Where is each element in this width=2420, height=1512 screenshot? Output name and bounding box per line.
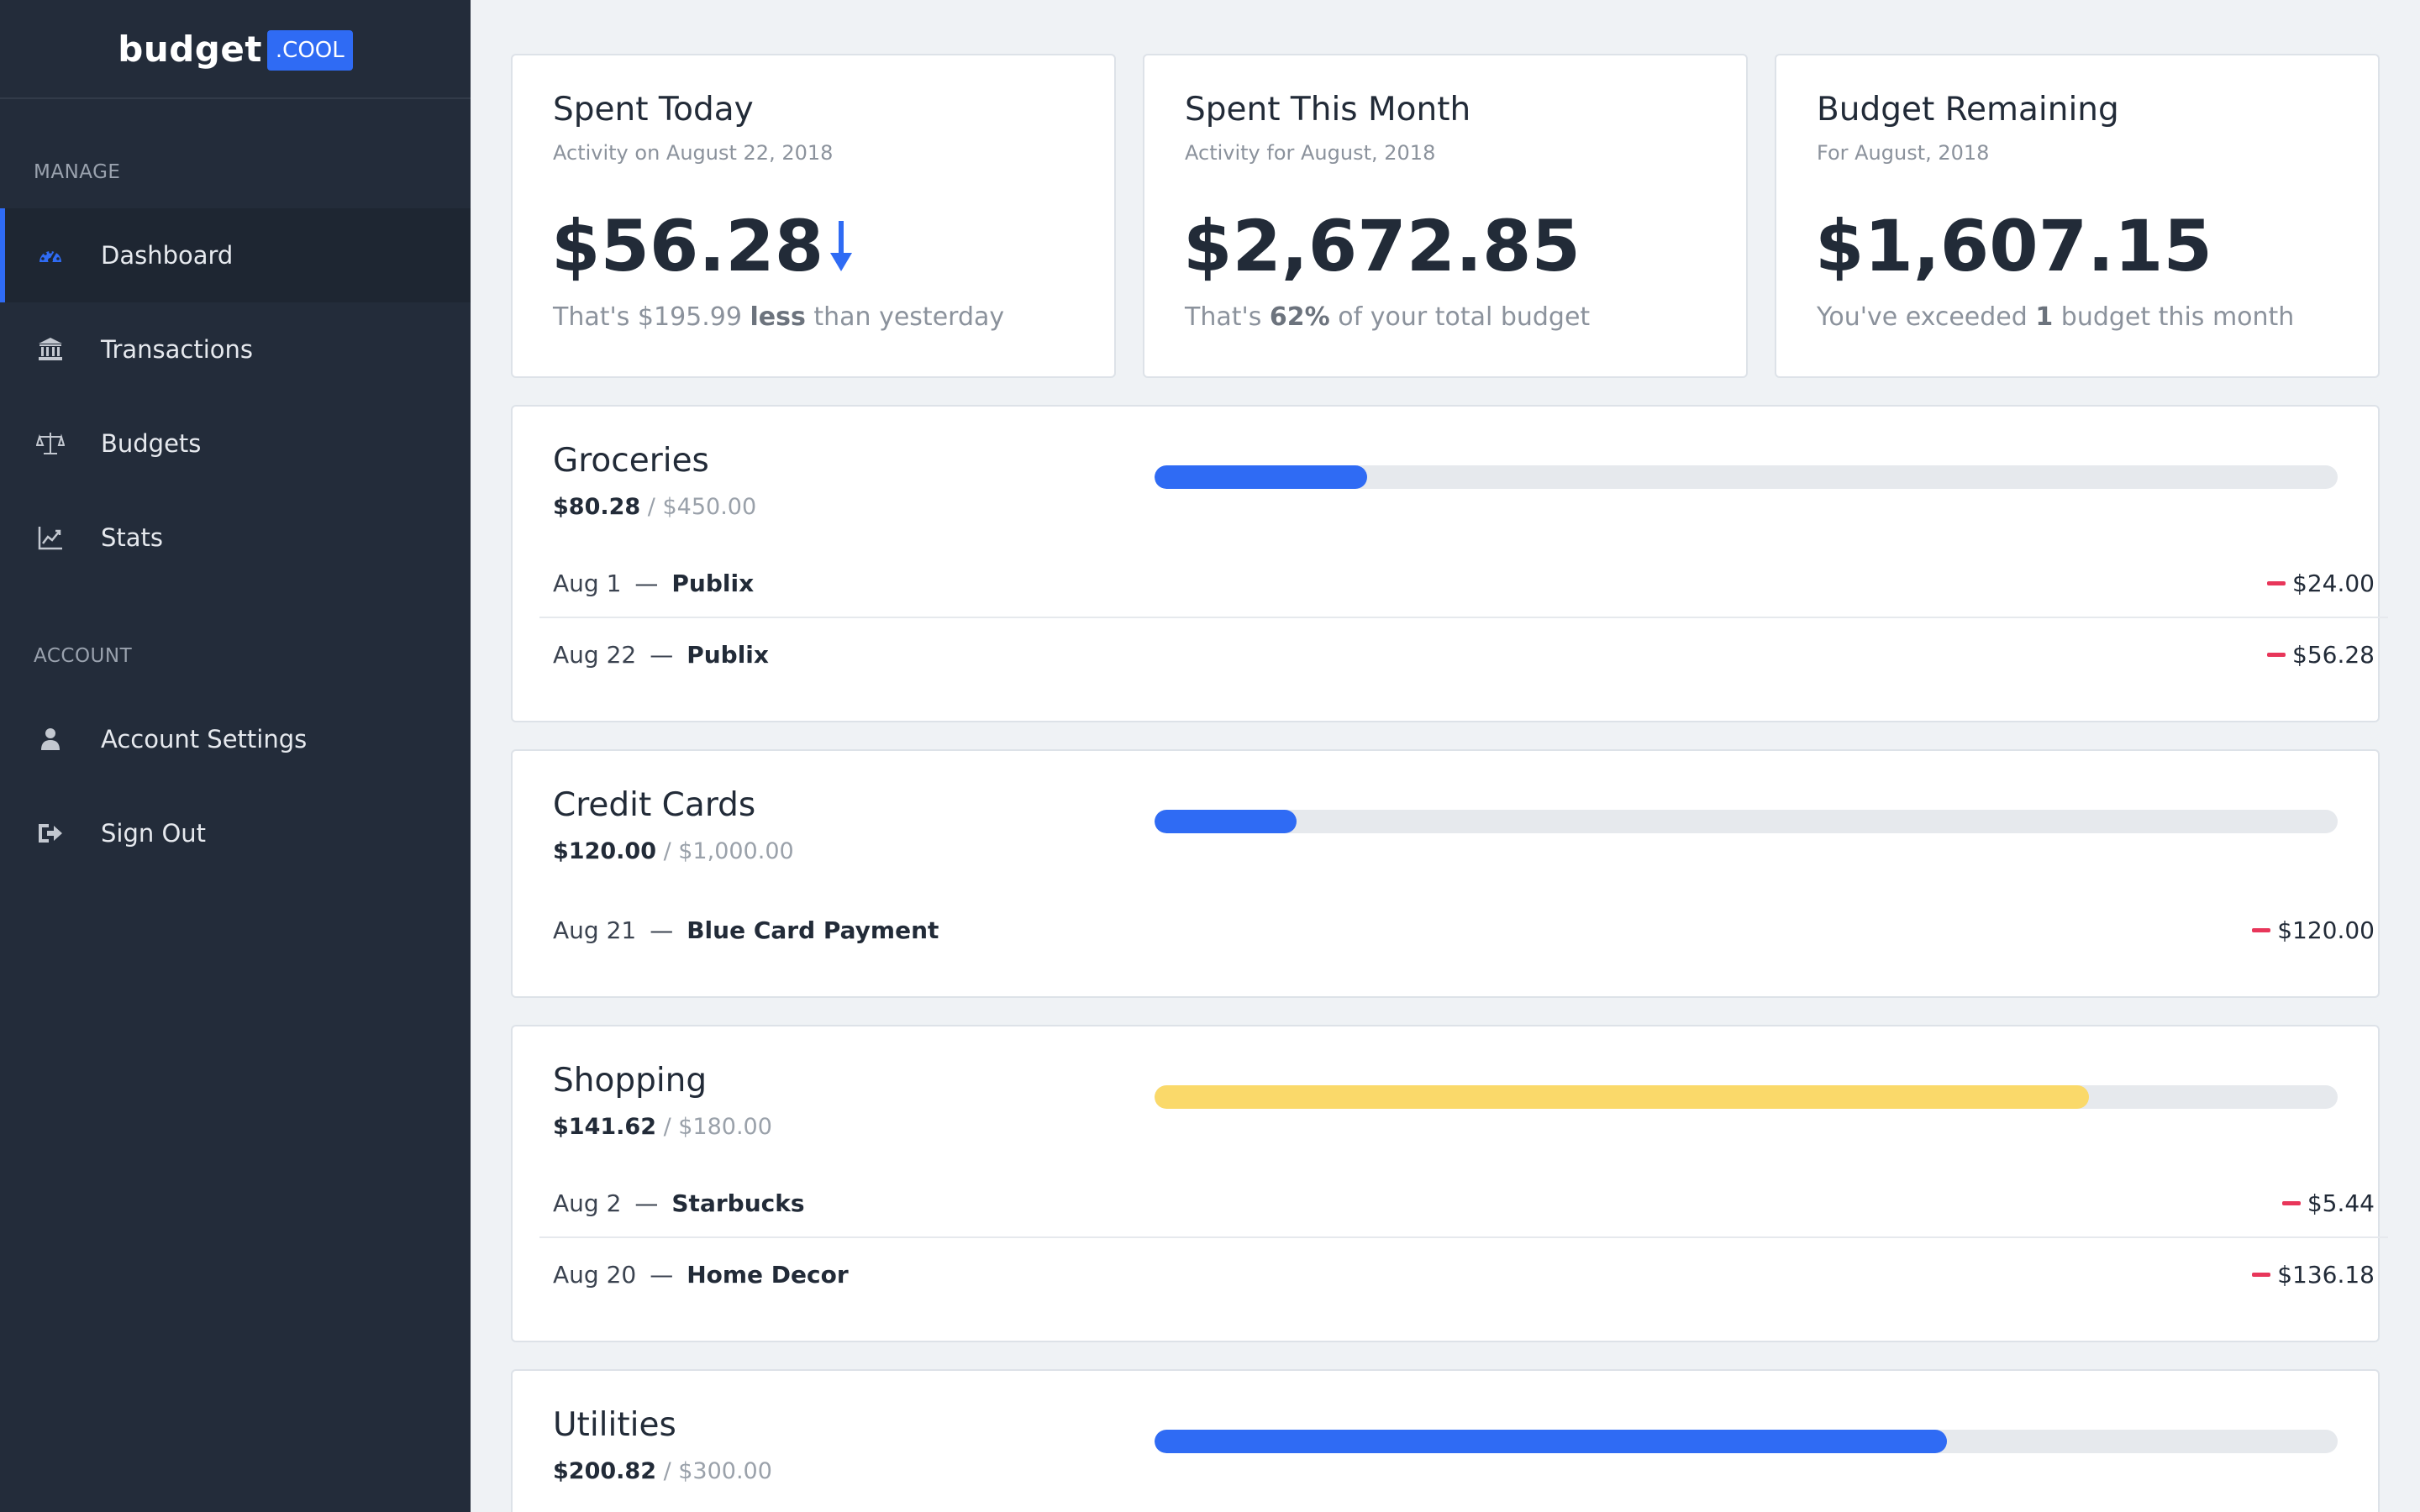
stat-value: $56.28: [551, 205, 854, 287]
stat-value: $2,672.85: [1183, 205, 1581, 287]
budget-progress-bar: [1155, 1430, 2338, 1453]
stat-card-spent-month: Spent This Month Activity for August, 20…: [1143, 54, 1748, 378]
dashboard-icon: [35, 240, 66, 270]
stat-subtitle: Activity for August, 2018: [1185, 141, 1436, 165]
transaction-row[interactable]: Aug 2— Starbucks $5.44: [539, 1169, 2388, 1238]
stat-note: You've exceeded 1 budget this month: [1817, 302, 2295, 332]
section-label-account: ACCOUNT: [34, 645, 133, 667]
budget-amount: $141.62 / $180.00: [553, 1114, 772, 1140]
budget-progress-fill: [1155, 1085, 2090, 1109]
minus-icon: [2252, 1272, 2271, 1277]
stat-title: Spent This Month: [1185, 91, 1471, 129]
logo-badge: .COOL: [266, 30, 353, 71]
budget-progress-fill: [1155, 1430, 1948, 1453]
stat-title: Spent Today: [553, 91, 754, 129]
sidebar-item-dashboard[interactable]: Dashboard: [0, 208, 471, 302]
budget-card-credit-cards[interactable]: Credit Cards $120.00 / $1,000.00 Aug 21—…: [511, 749, 2380, 998]
user-icon: [35, 724, 66, 754]
budget-amount: $200.82 / $300.00: [553, 1458, 772, 1484]
budget-progress-fill: [1155, 810, 1297, 833]
minus-icon: [2267, 652, 2286, 657]
sidebar-item-label: Budgets: [101, 429, 202, 458]
transaction-row[interactable]: Aug 20— Home Decor $136.18: [553, 1260, 2375, 1289]
transaction-row[interactable]: Aug 21— Blue Card Payment $120.00: [553, 916, 2375, 944]
budget-progress-fill: [1155, 465, 1368, 489]
budget-card-groceries[interactable]: Groceries $80.28 / $450.00 Aug 1— Publix …: [511, 405, 2388, 722]
budget-title: Credit Cards: [553, 786, 756, 824]
logo-word: budget: [118, 28, 262, 70]
budget-progress-bar: [1155, 810, 2338, 833]
stat-value-text: $1,607.15: [1815, 205, 2212, 287]
budget-progress-bar: [1155, 1085, 2338, 1109]
stat-card-spent-today: Spent Today Activity on August 22, 2018 …: [511, 54, 1116, 378]
sidebar-item-transactions[interactable]: Transactions: [0, 302, 471, 396]
stat-note: That's $195.99 less than yesterday: [553, 302, 1005, 332]
sidebar-item-label: Stats: [101, 523, 164, 552]
sign-out-icon: [35, 818, 66, 848]
minus-icon: [2281, 1200, 2301, 1205]
scale-icon: [35, 428, 66, 459]
chart-icon: [35, 522, 66, 553]
sidebar-item-sign-out[interactable]: Sign Out: [0, 786, 471, 880]
minus-icon: [2267, 580, 2286, 585]
budget-title: Shopping: [553, 1062, 708, 1100]
sidebar-item-budgets[interactable]: Budgets: [0, 396, 471, 491]
budget-amount: $120.00 / $1,000.00: [553, 838, 794, 864]
section-label-manage: MANAGE: [34, 161, 121, 183]
sidebar-item-label: Sign Out: [101, 819, 207, 848]
sidebar: budget .COOL MANAGE Dashboard Transactio…: [0, 0, 471, 1512]
budget-card-utilities[interactable]: Utilities $200.82 / $300.00: [511, 1369, 2380, 1512]
arrow-down-icon: [829, 219, 854, 273]
stat-value: $1,607.15: [1815, 205, 2212, 287]
bank-icon: [35, 334, 66, 365]
budget-card-shopping[interactable]: Shopping $141.62 / $180.00 Aug 2— Starbuc…: [511, 1025, 2388, 1342]
sidebar-item-label: Dashboard: [101, 241, 234, 270]
stat-value-text: $2,672.85: [1183, 205, 1581, 287]
stat-subtitle: Activity on August 22, 2018: [553, 141, 834, 165]
stat-card-budget-remaining: Budget Remaining For August, 2018 $1,607…: [1775, 54, 2380, 378]
sidebar-item-stats[interactable]: Stats: [0, 491, 471, 585]
transaction-row[interactable]: Aug 1— Publix $24.00: [539, 549, 2388, 618]
stat-title: Budget Remaining: [1817, 91, 2119, 129]
sidebar-item-label: Account Settings: [101, 725, 308, 753]
budget-title: Utilities: [553, 1406, 676, 1444]
sidebar-item-account-settings[interactable]: Account Settings: [0, 692, 471, 786]
logo[interactable]: budget .COOL: [0, 0, 471, 99]
sidebar-item-label: Transactions: [101, 335, 254, 364]
stat-value-text: $56.28: [551, 205, 824, 287]
stat-note: That's 62% of your total budget: [1185, 302, 1591, 332]
budget-progress-bar: [1155, 465, 2338, 489]
budget-title: Groceries: [553, 442, 709, 480]
budget-amount: $80.28 / $450.00: [553, 494, 757, 520]
stat-subtitle: For August, 2018: [1817, 141, 1990, 165]
transaction-row[interactable]: Aug 22— Publix $56.28: [553, 640, 2375, 669]
minus-icon: [2252, 927, 2271, 932]
